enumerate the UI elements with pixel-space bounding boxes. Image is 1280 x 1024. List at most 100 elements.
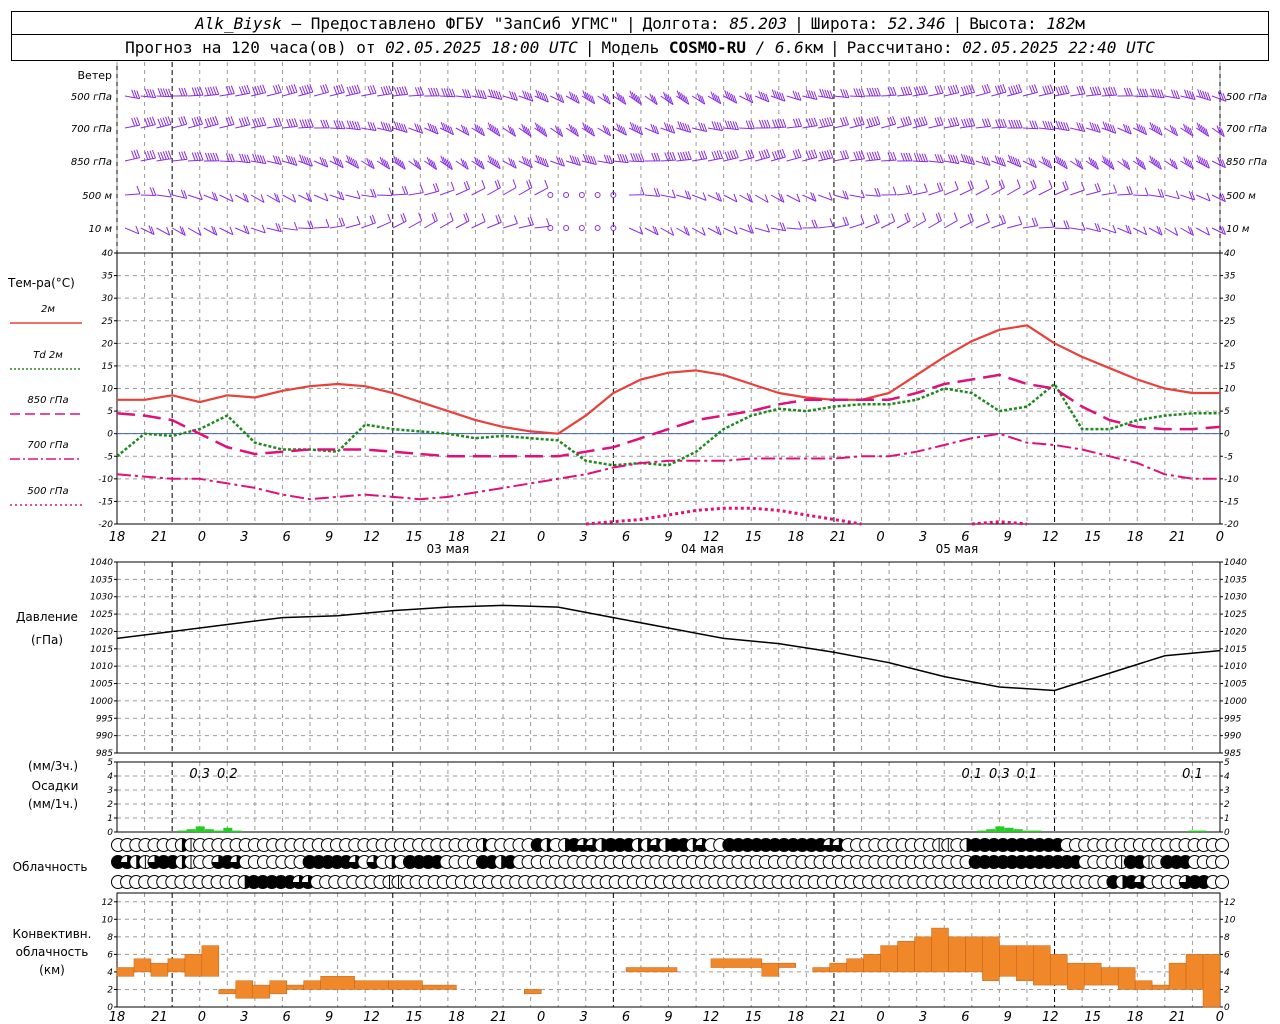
barb-feather	[1017, 158, 1022, 168]
y-tick-label: 4	[107, 772, 113, 782]
barb-feather	[537, 155, 542, 165]
barb-feather	[1151, 156, 1156, 166]
barb-feather	[415, 159, 420, 169]
barb-feather	[780, 194, 785, 203]
wind-barb	[1211, 157, 1226, 169]
barb-feather	[900, 87, 905, 96]
barb-feather	[246, 116, 251, 125]
barb-feather	[1221, 159, 1226, 168]
barb-feather	[805, 89, 810, 98]
barb-feather	[782, 222, 787, 231]
barb-feather	[1190, 227, 1194, 236]
x-tick-label: 9	[664, 530, 672, 545]
barb-feather	[560, 158, 565, 167]
barb-feather	[758, 119, 763, 129]
wind-barb	[896, 116, 912, 129]
calc-time: 02.05.2025 22:40 UTC	[962, 38, 1155, 57]
barb-feather	[853, 151, 858, 161]
barb-feather	[608, 155, 613, 164]
provider-text: — Предоставлено ФГБУ "ЗапСиб УГМС"	[291, 13, 619, 33]
barb-feather	[1028, 85, 1033, 94]
barb-feather	[1089, 121, 1094, 131]
wind-barb	[739, 92, 754, 104]
barb-feather	[481, 213, 486, 222]
barb-feather	[726, 91, 731, 100]
barb-feather	[1160, 189, 1165, 198]
barb-feather	[842, 89, 847, 98]
barb-feather	[1112, 224, 1117, 234]
wind-barb	[172, 87, 188, 97]
precip-amount-label: 0.2	[217, 767, 238, 782]
barb-feather	[131, 117, 136, 127]
wind-barb	[896, 185, 913, 196]
barb-feather	[637, 96, 642, 105]
barb-feather	[444, 158, 449, 167]
barb-staff	[219, 123, 235, 129]
wind-barb	[487, 122, 501, 137]
barb-staff	[802, 156, 818, 162]
wind-barb	[628, 121, 644, 136]
barb-staff	[755, 156, 770, 162]
barb-staff	[660, 127, 675, 134]
barb-staff	[1133, 227, 1147, 236]
wind-barb	[550, 125, 564, 137]
barb-feather	[875, 214, 880, 223]
barb-feather	[968, 84, 973, 94]
x-tick-label-bottom: 12	[363, 1010, 380, 1024]
y-tick-label: -15	[98, 497, 113, 507]
wind-barb	[849, 150, 865, 162]
wind-barb	[550, 156, 565, 167]
barb-feather	[191, 152, 196, 161]
barb-feather	[288, 118, 293, 128]
barb-feather	[796, 193, 801, 203]
barb-feather	[763, 92, 767, 102]
barb-feather	[711, 121, 716, 130]
barb-feather	[1047, 85, 1052, 94]
barb-staff	[124, 227, 140, 235]
barb-feather	[813, 91, 818, 100]
barb-staff	[739, 156, 755, 162]
barb-feather	[433, 87, 438, 97]
wind-barb	[975, 179, 990, 196]
precip-bar	[1032, 830, 1042, 832]
barb-feather	[961, 119, 965, 128]
barb-feather	[433, 161, 438, 170]
barb-staff	[676, 127, 691, 133]
barb-feather	[652, 124, 657, 134]
barb-feather	[869, 87, 874, 97]
y-tick-label: 8	[107, 933, 113, 943]
wind-barb	[991, 83, 1007, 97]
y-tick-label-right: 20	[1224, 339, 1236, 349]
wind-barb	[628, 90, 642, 105]
barb-feather	[853, 88, 858, 97]
barb-staff	[329, 225, 345, 229]
barb-feather	[272, 118, 277, 127]
barb-feather	[496, 127, 501, 137]
barb-feather	[682, 122, 687, 132]
wind-barb	[487, 179, 501, 196]
wind-barb	[408, 158, 422, 170]
model-label: Модель	[601, 38, 660, 57]
barb-staff	[676, 95, 690, 105]
barb-feather	[462, 88, 467, 98]
barb-feather	[620, 94, 625, 104]
wind-barb	[313, 156, 329, 168]
barb-feather	[681, 93, 685, 102]
barb-feather	[346, 120, 351, 129]
barb-feather	[1206, 192, 1211, 202]
barb-feather	[639, 126, 644, 135]
barb-feather	[936, 183, 941, 192]
barb-staff	[203, 194, 218, 202]
wind-barb	[581, 122, 595, 137]
barb-feather	[1149, 122, 1154, 131]
conv-bar	[761, 962, 780, 977]
y-tick-label: 0	[107, 828, 113, 838]
barb-staff	[1180, 127, 1194, 137]
barb-staff	[487, 95, 503, 101]
barb-feather	[478, 126, 483, 135]
x-tick-label-bottom: 18	[1127, 1010, 1144, 1024]
barb-feather	[921, 116, 926, 126]
barb-feather	[952, 85, 957, 94]
barb-feather	[939, 182, 944, 191]
barb-staff	[282, 125, 298, 129]
